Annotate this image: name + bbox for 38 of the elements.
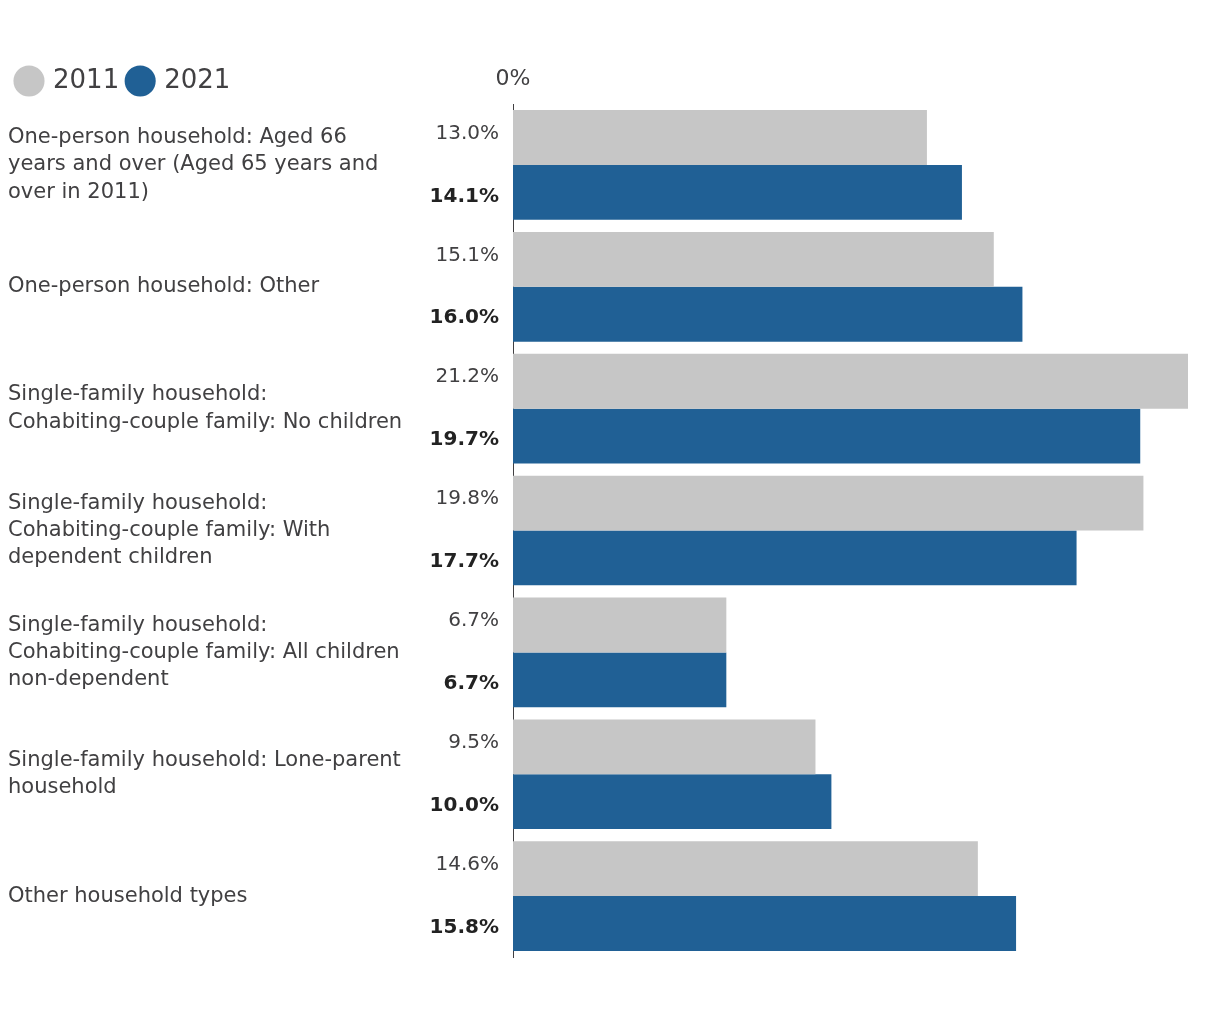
bar bbox=[513, 164, 962, 220]
y-tick-label: Single-family household: Cohabiting-couple family: With dependent children bbox=[8, 489, 331, 569]
bar bbox=[513, 475, 1144, 531]
bar bbox=[513, 652, 727, 708]
data-label: 6.7% bbox=[443, 670, 499, 695]
bar bbox=[513, 353, 1188, 409]
bar bbox=[513, 286, 1023, 342]
data-label: 14.1% bbox=[429, 182, 499, 207]
text: 0% bbox=[495, 64, 531, 90]
y-tick-label: Other household types bbox=[8, 882, 248, 907]
bar bbox=[513, 719, 816, 775]
data-label: 10.0% bbox=[429, 791, 499, 816]
bar bbox=[513, 774, 832, 830]
data-label: 17.7% bbox=[429, 548, 499, 573]
y-tick-label: One-person household: Aged 66 years and over (Aged 65 years and over in 2011) bbox=[8, 124, 379, 203]
bar bbox=[513, 530, 1077, 586]
bar bbox=[513, 896, 1017, 951]
legend-label: 2011 bbox=[53, 63, 120, 94]
legend-label: 2021 bbox=[164, 63, 231, 94]
y-tick-label: Single-family household: Lone-parent household bbox=[8, 747, 401, 799]
y-tick-label: One-person household: Other bbox=[8, 273, 320, 298]
bar bbox=[513, 231, 994, 287]
data-label: 19.7% bbox=[429, 426, 499, 451]
bar bbox=[513, 408, 1141, 464]
bar bbox=[513, 597, 727, 653]
data-label: 21.2% bbox=[435, 363, 499, 388]
bar bbox=[513, 110, 927, 165]
data-label: 9.5% bbox=[448, 729, 499, 754]
y-tick-label: Single-family household: Cohabiting-couple family: All children non-dependent bbox=[8, 611, 400, 691]
y-tick-label: Single-family household: Cohabiting-couple family: No children bbox=[8, 381, 403, 433]
data-label: 13.0% bbox=[435, 119, 499, 144]
data-label: 16.0% bbox=[429, 304, 499, 329]
data-label: 19.8% bbox=[435, 485, 499, 510]
bar bbox=[513, 841, 978, 897]
data-label: 14.6% bbox=[435, 850, 499, 875]
data-label: 15.8% bbox=[429, 913, 499, 938]
data-label: 15.1% bbox=[435, 241, 499, 266]
data-label: 6.7% bbox=[448, 607, 499, 632]
